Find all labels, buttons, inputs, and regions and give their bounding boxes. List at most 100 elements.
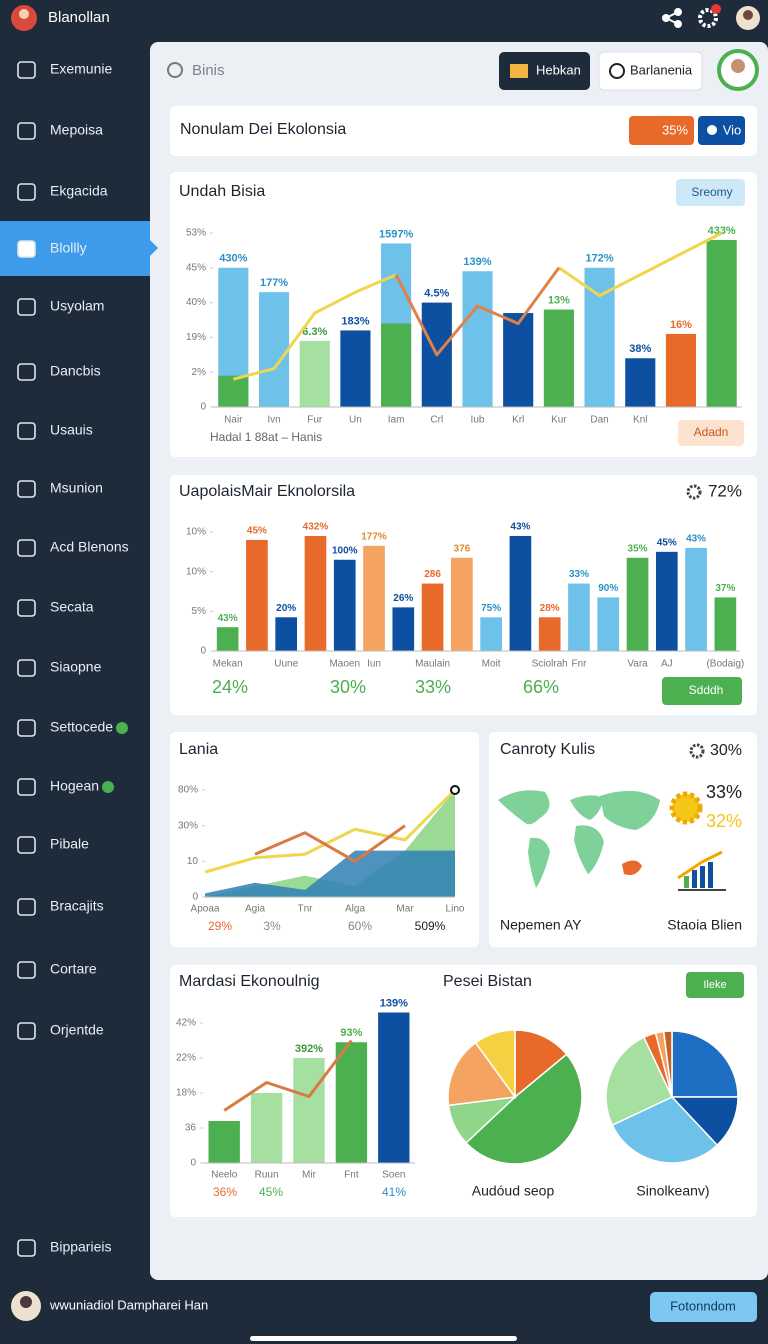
chart-badge: 72% xyxy=(708,481,742,500)
nav-icon[interactable] xyxy=(17,1022,36,1040)
map-stat: 32% xyxy=(706,811,742,831)
nav-icon[interactable] xyxy=(17,539,36,557)
bar xyxy=(208,1121,240,1163)
nav-icon[interactable] xyxy=(17,599,36,617)
x-tick-label: Moit xyxy=(482,659,501,670)
nav-item[interactable]: Blollly xyxy=(50,240,87,256)
button-icon xyxy=(510,64,528,78)
continent xyxy=(622,860,642,875)
data-label: 376 xyxy=(454,543,471,554)
nav-item[interactable]: Orjentde xyxy=(50,1022,104,1038)
bar xyxy=(451,557,473,651)
button-label[interactable]: Ileke xyxy=(703,979,726,991)
button-label[interactable]: Fotonndom xyxy=(670,1298,736,1313)
nav-icon[interactable] xyxy=(17,659,36,677)
app-name: Blanollan xyxy=(48,9,110,26)
nav-item[interactable]: Bipparieis xyxy=(50,1239,111,1255)
data-label: 16% xyxy=(670,319,692,331)
data-label: 33% xyxy=(569,569,589,580)
nav-icon[interactable] xyxy=(17,240,36,258)
x-tick-label: Knl xyxy=(633,415,647,426)
gear-icon[interactable] xyxy=(689,743,705,759)
y-tick-label: 0 xyxy=(200,646,206,657)
button-label[interactable]: Barlanenia xyxy=(630,62,693,77)
notification-dot xyxy=(711,4,721,14)
nav-item[interactable]: Usyolam xyxy=(50,298,104,314)
x-tick-label: Iun xyxy=(367,659,381,670)
map-title: Canroty Kulis xyxy=(500,741,595,758)
button[interactable] xyxy=(678,420,744,446)
nav-icon[interactable] xyxy=(17,961,36,979)
line xyxy=(232,231,723,381)
area xyxy=(205,850,455,897)
chart-title: UapolaisMair Eknolorsila xyxy=(179,483,355,500)
y-tick-label: 30% xyxy=(178,820,198,831)
search-field[interactable]: Binis xyxy=(192,62,225,79)
nav-icon[interactable] xyxy=(17,898,36,916)
footer-button[interactable] xyxy=(650,1292,757,1322)
nav-icon[interactable] xyxy=(17,1239,36,1257)
bar xyxy=(275,617,298,651)
button-label[interactable]: Sdddh xyxy=(689,683,724,697)
nav-icon[interactable] xyxy=(17,422,36,440)
nav-icon[interactable] xyxy=(17,183,36,201)
badge[interactable] xyxy=(698,116,745,145)
filter-label[interactable]: Sreomy xyxy=(691,185,732,199)
line xyxy=(223,1039,353,1112)
nav-item[interactable]: Settocede xyxy=(50,719,113,735)
data-label: 20% xyxy=(276,603,296,614)
x-tick-label: Agia xyxy=(245,904,265,915)
nav-icon[interactable] xyxy=(17,363,36,381)
nav-item[interactable]: Hogean xyxy=(50,778,99,794)
x-tick-label: Un xyxy=(349,415,362,426)
data-label: 28% xyxy=(540,603,560,614)
nav-item[interactable]: Dancbis xyxy=(50,363,101,379)
nav-item[interactable]: Secata xyxy=(50,599,94,615)
y-tick-label: 10 xyxy=(187,856,199,867)
badge[interactable] xyxy=(629,116,694,145)
data-label: 1597% xyxy=(379,228,413,240)
x-tick-label: Crl xyxy=(430,415,443,426)
nav-icon[interactable] xyxy=(17,480,36,498)
nav-item[interactable]: Msunion xyxy=(50,480,103,496)
search-icon[interactable] xyxy=(167,62,183,78)
x-tick-label: Sciolrah xyxy=(532,659,568,670)
icon-bar xyxy=(708,862,713,888)
badge-label: 35% xyxy=(662,122,688,137)
data-label: 172% xyxy=(586,253,614,265)
nav-item[interactable]: Acd Blenons xyxy=(50,539,129,555)
nav-item[interactable]: Bracajits xyxy=(50,898,104,914)
button[interactable] xyxy=(499,52,590,90)
button-label[interactable]: Hebkan xyxy=(536,62,581,77)
nav-item[interactable]: Usauis xyxy=(50,422,93,438)
button-label[interactable]: Adadn xyxy=(694,425,729,439)
button[interactable] xyxy=(662,677,742,705)
nav-item[interactable]: Siaopne xyxy=(50,659,102,675)
bar xyxy=(665,333,697,407)
filter-button[interactable] xyxy=(676,179,745,206)
nav-item[interactable]: Pibale xyxy=(50,836,89,852)
bar xyxy=(568,583,590,651)
nav-item[interactable]: Cortare xyxy=(50,961,97,977)
share-icon[interactable] xyxy=(662,8,682,28)
nav-icon[interactable] xyxy=(17,778,36,796)
gear-icon[interactable] xyxy=(686,484,702,500)
nav-item[interactable]: Exemunie xyxy=(50,61,112,77)
settings-icon[interactable] xyxy=(698,8,718,28)
data-label: 4.5% xyxy=(424,288,449,300)
banner-card xyxy=(170,106,757,156)
data-label: 37% xyxy=(715,583,735,594)
nav-icon[interactable] xyxy=(17,836,36,854)
nav-item[interactable]: Mepoisa xyxy=(50,122,103,138)
nav-icon[interactable] xyxy=(17,122,36,140)
nav-icon[interactable] xyxy=(17,298,36,316)
nav-icon[interactable] xyxy=(17,61,36,79)
nav-item[interactable]: Ekgacida xyxy=(50,183,108,199)
button[interactable] xyxy=(598,51,703,91)
status-check xyxy=(102,781,114,793)
nav-icon[interactable] xyxy=(17,719,36,737)
button[interactable] xyxy=(686,972,744,998)
x-tick-label: Lino xyxy=(446,904,465,915)
stat: 33% xyxy=(415,677,451,697)
